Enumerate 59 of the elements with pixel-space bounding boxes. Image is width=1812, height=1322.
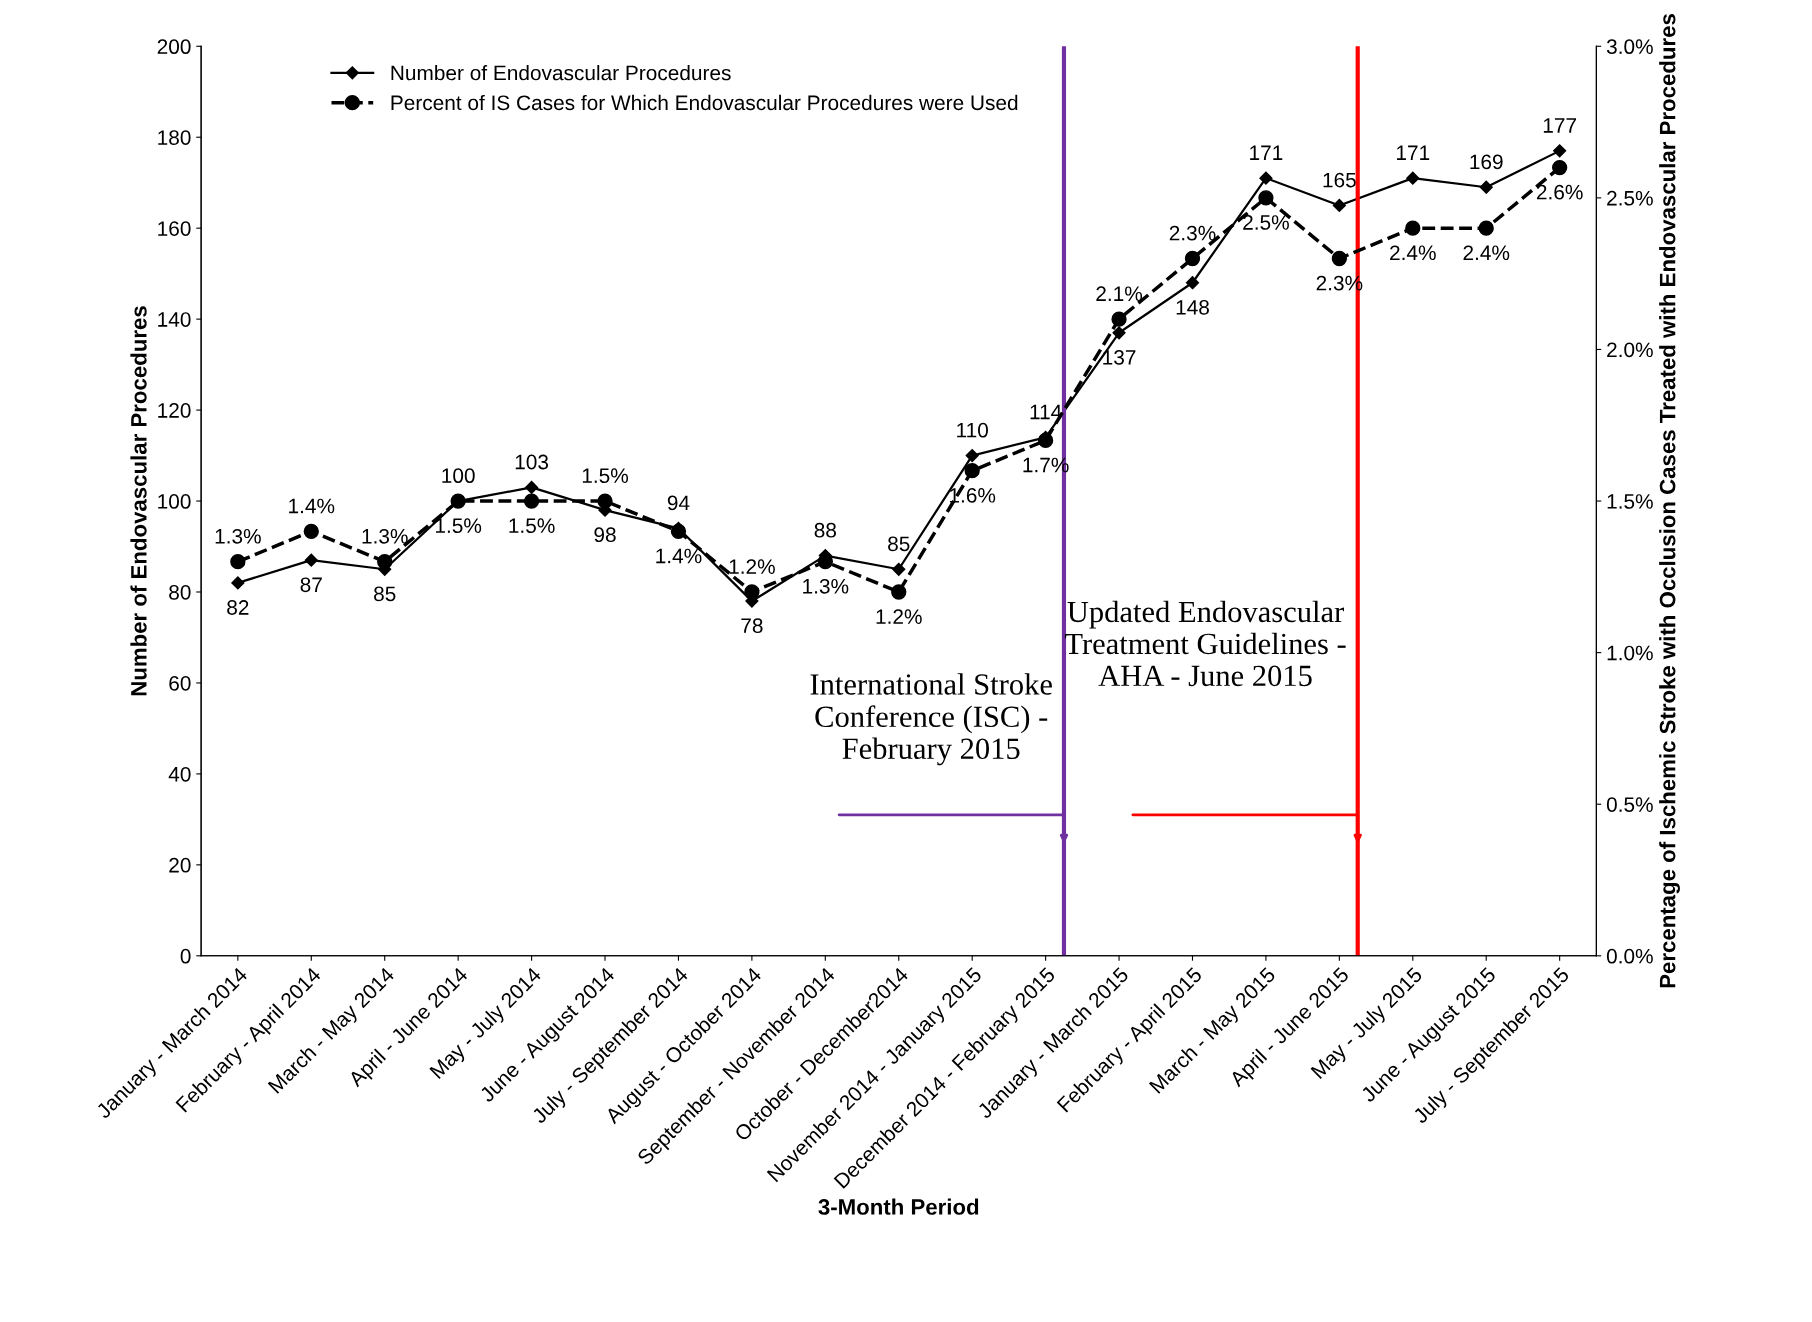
y-tick-label: 40 [168, 766, 191, 782]
y2-tick-label: 2.0% [1607, 342, 1653, 358]
data-label: 177 [1543, 118, 1576, 133]
y-axis-title: Number of Endovascular Procedures [130, 306, 147, 696]
data-label: 82 [227, 600, 249, 615]
y2-tick-label: 0.5% [1606, 797, 1653, 812]
y2-tick-label: 1.5% [1607, 494, 1653, 509]
legend-label: Percent of IS Cases for Which Endovascular Procedures were Used [391, 94, 1018, 111]
y2-tick-label: 3.0% [1606, 39, 1653, 55]
y-tick-label: 0 [180, 948, 191, 964]
data-label: 85 [374, 586, 396, 602]
data-label: 1.2% [729, 559, 775, 574]
data-label: 1.2% [876, 609, 922, 624]
y-tick-label: 180 [158, 130, 191, 145]
data-label: 2.5% [1243, 215, 1289, 230]
data-label: 1.3% [362, 528, 408, 544]
data-label: 165 [1323, 172, 1356, 188]
y2-tick-label: 0.0% [1606, 948, 1653, 964]
data-label: 78 [741, 618, 763, 634]
data-label: 148 [1176, 299, 1209, 315]
y-tick-label: 160 [158, 221, 191, 236]
y2-axis-title: Percentage of Ischemic Stroke with Occlusion Cases Treated with Endovascular Procedures [1659, 14, 1680, 988]
data-label: 2.3% [1169, 225, 1216, 241]
data-label: 1.5% [436, 518, 482, 534]
y-tick-label: 140 [158, 312, 191, 327]
y2-tick-label: 1.0% [1607, 645, 1653, 661]
x-axis-title: 3-Month Period [818, 1198, 979, 1215]
data-label: 103 [515, 454, 549, 470]
data-label: 1.6% [950, 487, 996, 503]
y-tick-label: 60 [169, 675, 191, 691]
y-tick-label: 200 [157, 39, 191, 55]
ref-line-label: International Stroke Conference (ISC) - February 2015 [810, 673, 1052, 766]
data-label: 1.5% [509, 518, 555, 534]
data-label: 2.4% [1463, 245, 1510, 261]
data-label: 2.1% [1096, 286, 1143, 302]
data-label: 171 [1397, 145, 1430, 160]
data-label: 100 [442, 468, 475, 484]
y-tick-label: 120 [158, 403, 191, 418]
data-label: 1.3% [215, 528, 261, 544]
data-label: 98 [594, 527, 616, 543]
y-tick-label: 20 [169, 857, 191, 873]
data-label: 137 [1103, 350, 1136, 365]
data-label: 1.4% [656, 548, 702, 564]
data-label: 110 [957, 422, 988, 438]
data-label: 1.5% [582, 468, 629, 484]
data-label: 94 [667, 495, 690, 511]
y-tick-label: 80 [169, 584, 191, 600]
data-label: 1.4% [289, 498, 335, 514]
data-label: 171 [1250, 145, 1283, 160]
data-label: 87 [300, 577, 322, 593]
data-label: 169 [1470, 154, 1503, 170]
data-label: 1.3% [803, 578, 849, 594]
y-tick-label: 100 [158, 494, 191, 509]
data-label: 85 [888, 536, 910, 552]
data-label: 88 [814, 522, 836, 538]
y2-tick-label: 2.5% [1607, 190, 1653, 206]
data-label: 2.6% [1536, 184, 1583, 200]
data-label: 2.4% [1390, 245, 1436, 261]
legend-label: Number of Endovascular Procedures [391, 65, 731, 81]
